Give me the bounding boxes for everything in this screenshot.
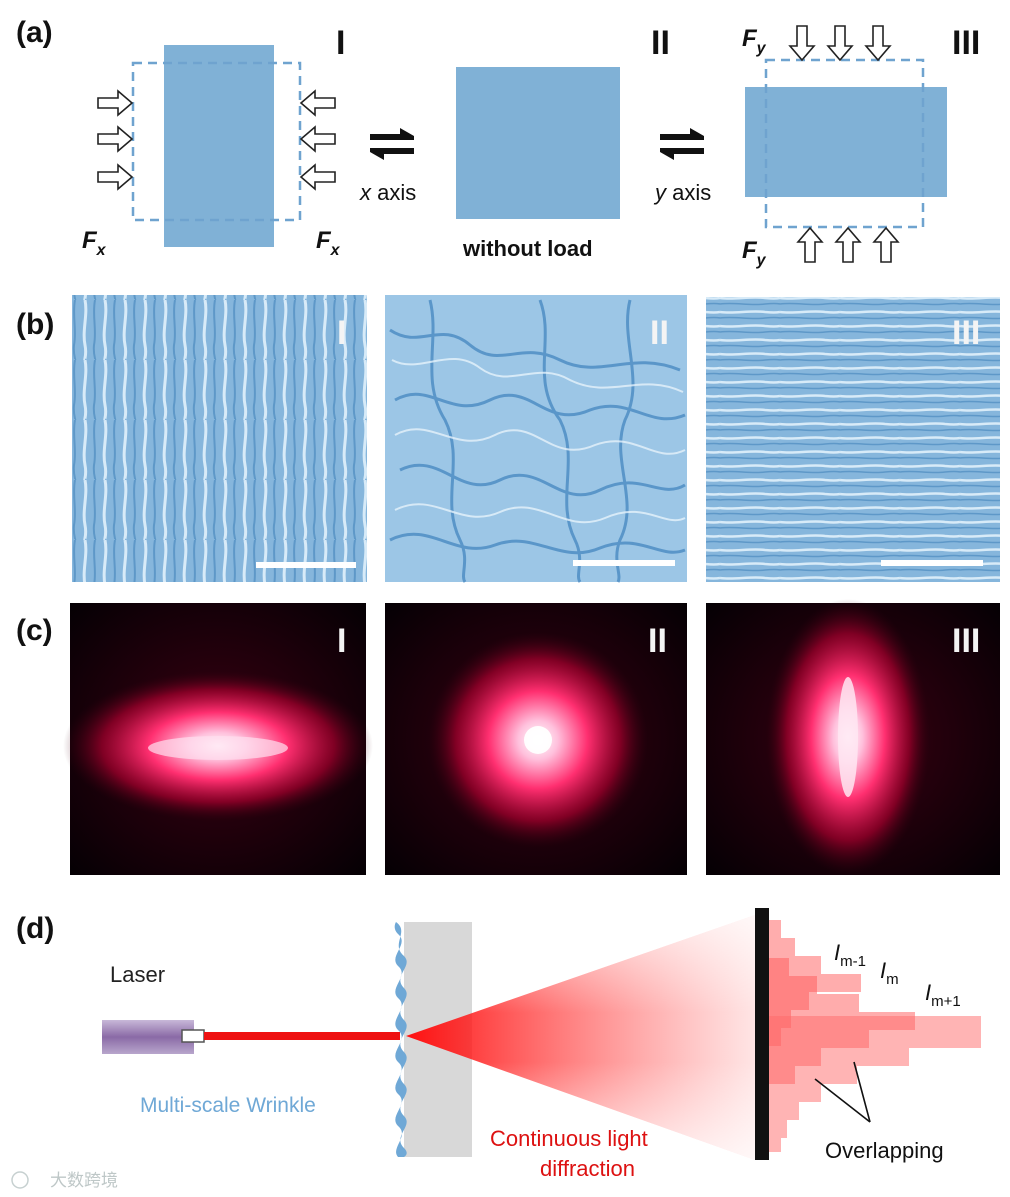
panel-c-state-ii: II [648,622,667,660]
panel-b-state-iii: III [952,314,980,352]
panel-a-state-ii: II [651,24,670,62]
axis-x-label: x axis [359,180,416,205]
force-x-label-left: Fx [82,227,107,259]
panel-a-unloaded-outline-i [131,61,302,222]
overlap-pointers [814,1061,871,1123]
wrinkle-image-random: II [385,295,687,583]
panel-a-unloaded-outline-iii [764,58,925,229]
laser-beam [204,1032,400,1040]
panel-a-letter: (a) [16,16,53,49]
force-x-label-right: Fx [316,227,341,259]
panel-c-state-iii: III [952,622,980,660]
panel-b-state-i: I [337,314,346,352]
detection-screen [755,908,769,1160]
panel-d-letter: (d) [16,912,54,945]
force-y-label-top: Fy [742,25,767,57]
wrinkle-surface [394,922,407,1157]
overlapping-label: Overlapping [825,1138,944,1163]
laser-label: Laser [110,962,165,987]
scale-bar-iii [881,560,983,566]
diffraction-pattern-horizontal: I [63,603,373,875]
watermark-text: 大数跨境 [50,1171,118,1190]
wrinkle-image-horizontal: III [706,297,1000,582]
panel-b-letter: (b) [16,308,54,341]
intensity-label-m: Im [880,958,899,988]
without-load-caption: without load [462,236,593,261]
watermark: 大数跨境 [11,1171,118,1190]
panel-a-arrows-right [299,89,336,191]
multi-scale-wrinkle-label: Multi-scale Wrinkle [140,1094,316,1117]
panel-a-state-iii: III [952,24,980,62]
scale-bar-ii [573,560,675,566]
intensity-distribution-3 [769,1016,981,1152]
scale-bar-i [256,562,356,568]
panel-a-sheet-unloaded [456,67,620,219]
panel-a-state-i: I [336,24,345,62]
watermark-logo-icon [11,1171,29,1189]
panel-a-arrows-top [788,25,892,62]
wrinkle-image-vertical: I [72,295,367,582]
panel-a-sheet-stretched-y [745,87,947,197]
intensity-label-m-plus-1: Im+1 [925,980,961,1010]
diffraction-label-line1: Continuous light [490,1126,648,1151]
panel-a-arrows-bottom [796,226,900,263]
diffraction-pattern-round: II [385,603,687,875]
laser-device [102,1020,205,1054]
diffraction-label-line2: diffraction [540,1156,635,1181]
equilibrium-arrow-y [660,128,704,160]
force-y-label-bottom: Fy [742,237,767,269]
intensity-label-m-minus-1: Im-1 [834,940,866,970]
axis-y-label: y axis [653,180,711,205]
equilibrium-arrow-x [370,128,414,160]
panel-b-state-ii: II [650,314,669,352]
diffraction-pattern-vertical: III [706,599,1000,875]
panel-c-letter: (c) [16,614,53,647]
panel-a-sheet-stretched-x [164,45,274,247]
panel-c-state-i: I [337,622,346,660]
panel-a-arrows-left [97,89,134,191]
